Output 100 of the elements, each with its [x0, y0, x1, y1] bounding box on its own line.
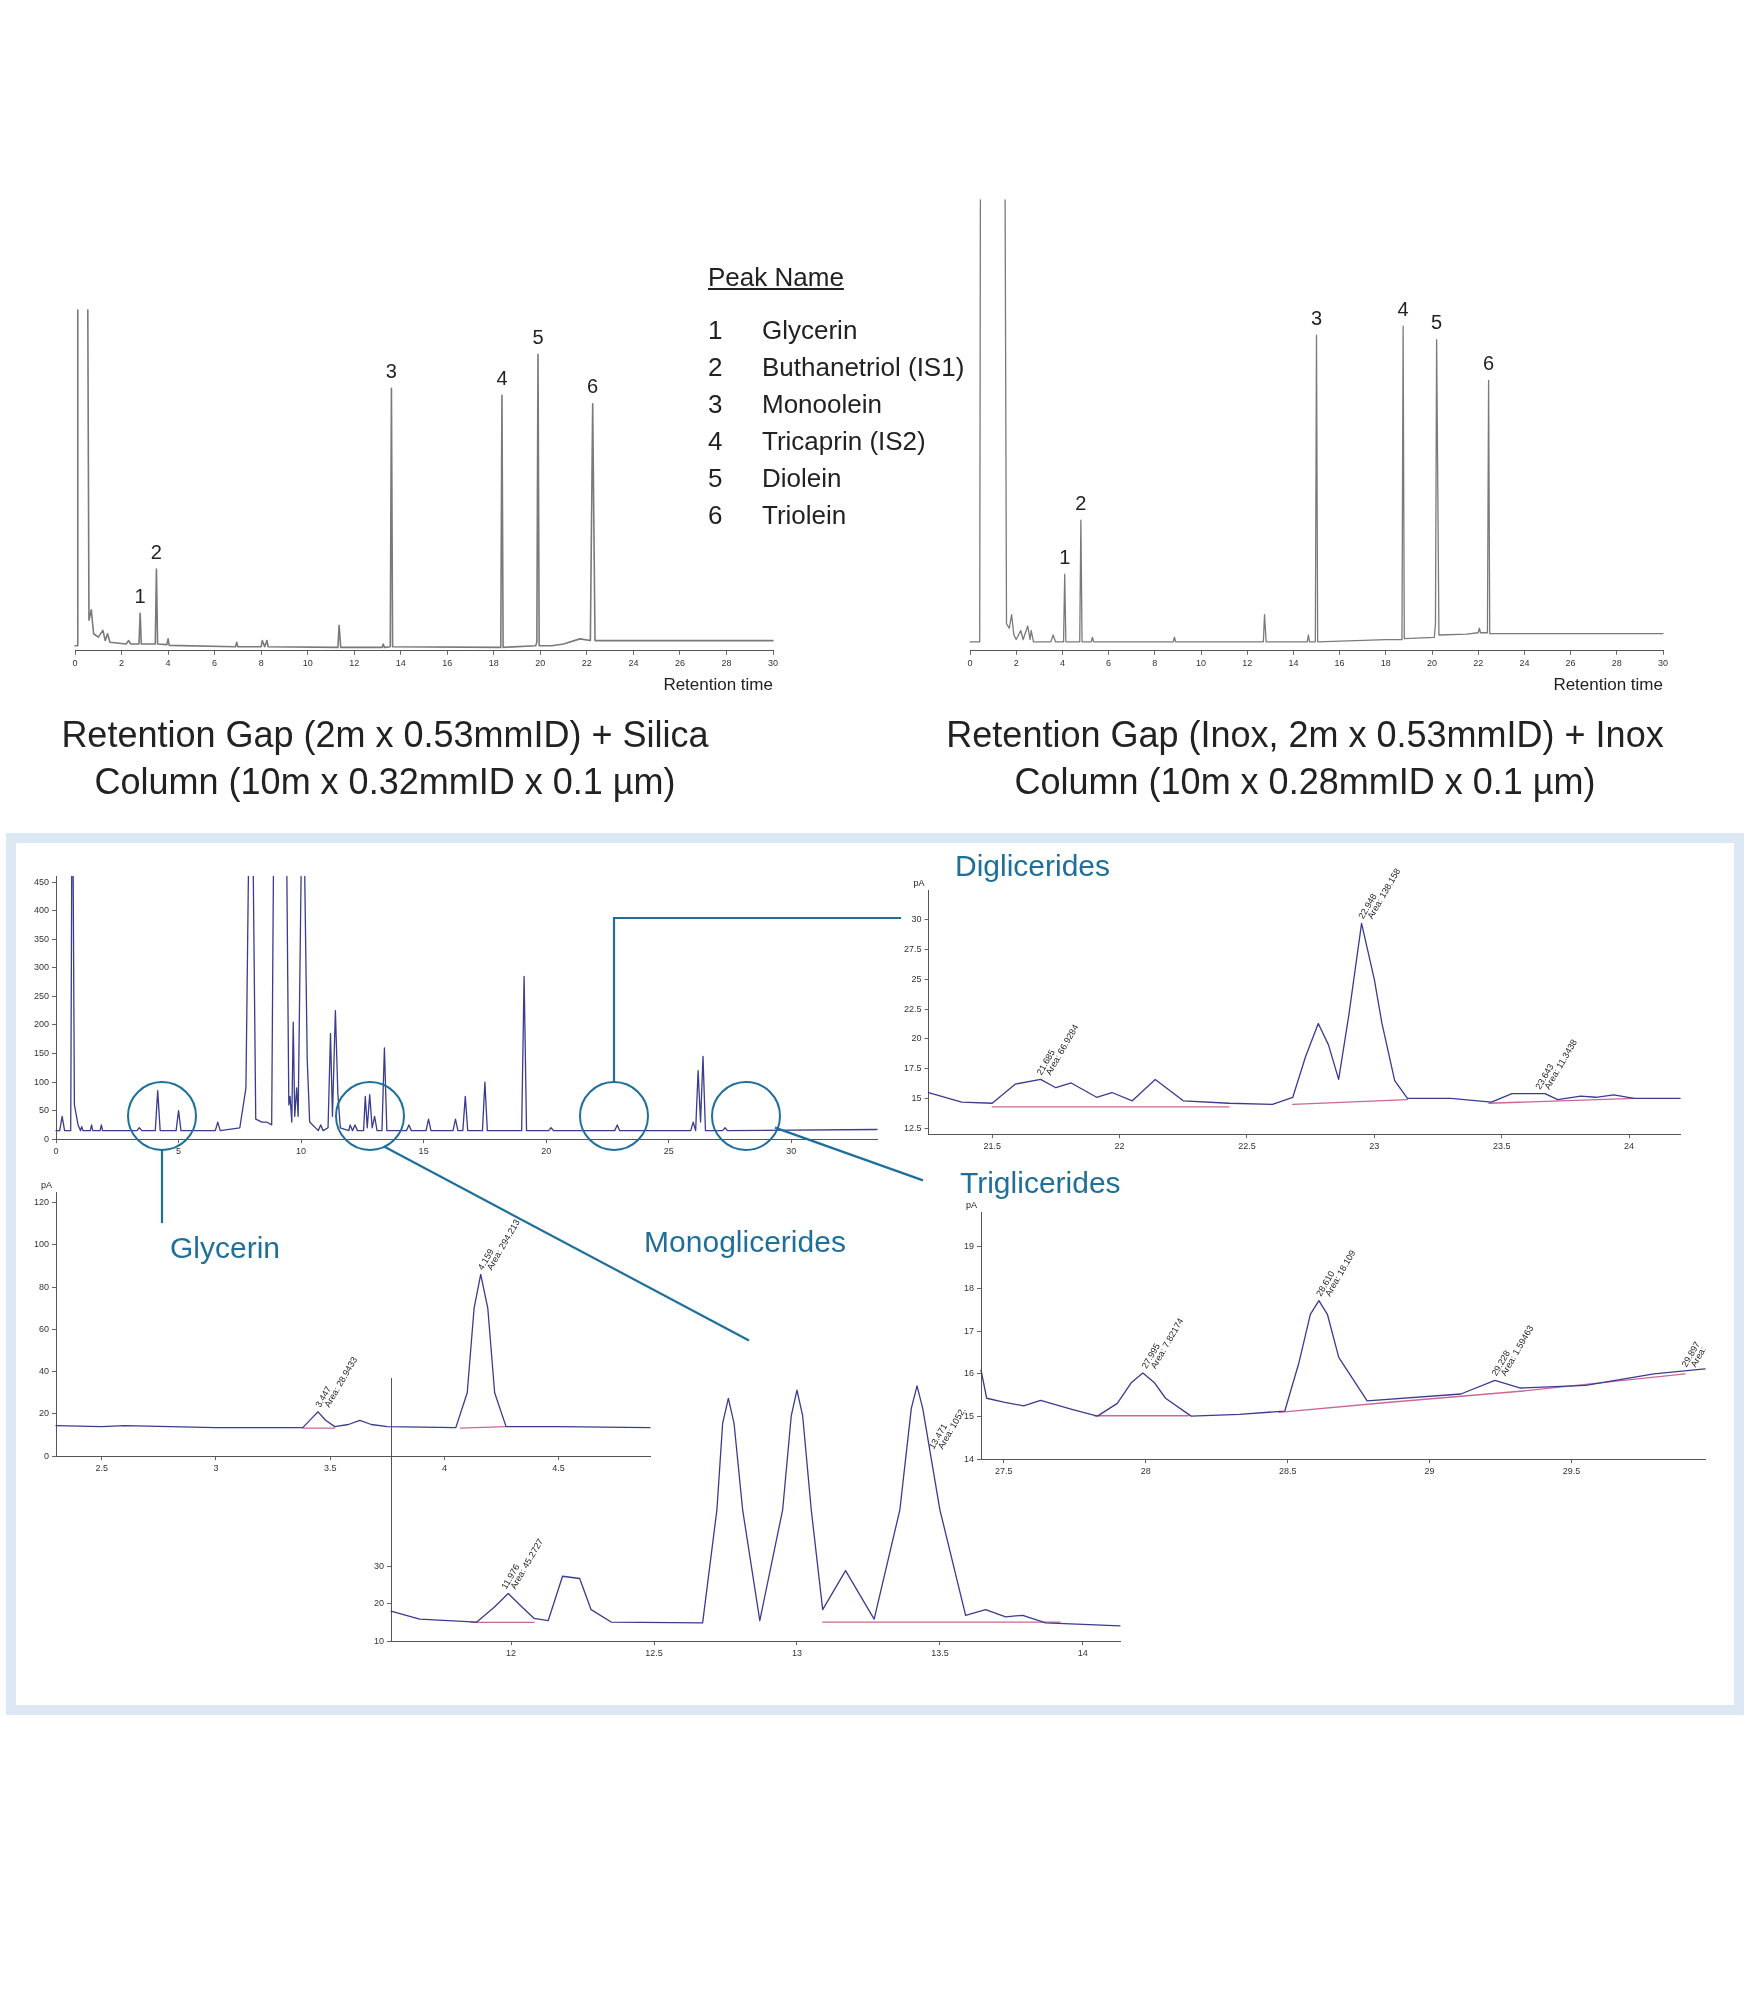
x-tick-label: 28 [1140, 1466, 1151, 1477]
y-tick-label: 400 [33, 905, 50, 916]
x-tick-label: 22.5 [1238, 1141, 1256, 1152]
x-tick-label: 25 [663, 1146, 674, 1157]
x-tick-label: 14 [1288, 657, 1299, 668]
x-tick-label: 8 [258, 657, 264, 668]
y-tick-label: 450 [33, 876, 50, 887]
x-tick-label: 12 [506, 1648, 517, 1659]
y-tick-label: 60 [39, 1323, 50, 1334]
x-tick-label: 23 [1369, 1141, 1380, 1152]
annotation: 2 [150, 540, 162, 563]
x-tick-label: 4 [165, 657, 171, 668]
x-tick-label: 10 [296, 1146, 307, 1157]
y-tick-label: 40 [39, 1366, 50, 1377]
x-tick-label: 27.5 [994, 1466, 1013, 1477]
x-tick-label: 0 [53, 1146, 59, 1157]
x-tick-label: 16 [1334, 657, 1345, 668]
x-tick-label: 28 [1611, 657, 1622, 668]
x-tick-label: 30 [1657, 657, 1669, 668]
y-tick-label: 14 [964, 1453, 975, 1464]
x-tick-label: 4.5 [552, 1463, 565, 1474]
x-tick-label: 30 [767, 657, 779, 668]
x-tick-label: 2.5 [95, 1463, 108, 1474]
y-tick-label: 200 [33, 1019, 50, 1030]
legend-title: Peak Name [708, 262, 845, 293]
x-tick-label: 20 [535, 657, 546, 668]
y-tick-label: 0 [44, 1450, 50, 1461]
x-tick-label: 20 [1426, 657, 1438, 668]
y-tick-label: 120 [33, 1197, 50, 1208]
annotation: 2 [1075, 491, 1087, 514]
y-tick-label: 250 [33, 990, 50, 1001]
annotation: 5 [1431, 311, 1443, 334]
x-tick-label: 0 [72, 657, 78, 668]
annotation: 4 [496, 366, 508, 389]
annotation: 5 [532, 325, 544, 348]
y-tick-label: 150 [33, 1047, 50, 1058]
y-tick-label: 17 [964, 1325, 975, 1336]
x-tick-label: 13 [791, 1648, 802, 1659]
annotation: 6 Triolein [708, 500, 848, 532]
x-tick-label: 2 [1013, 657, 1019, 668]
annotation: 2 Buthanetriol (IS1) [708, 352, 965, 384]
x-tick-label: 14 [395, 657, 406, 668]
x-axis-title: Retention time [663, 675, 773, 695]
annotation: 3 [385, 359, 397, 382]
annotation: 5 Diolein [708, 463, 843, 495]
x-tick-label: 24 [628, 657, 639, 668]
x-tick-label: 22 [1473, 657, 1484, 668]
x-tick-label: 10 [302, 657, 313, 668]
y-tick-label: 16 [964, 1368, 975, 1379]
y-tick-label: 10 [374, 1635, 385, 1646]
x-tick-label: 24 [1519, 657, 1530, 668]
y-tick-label: 30 [911, 914, 922, 925]
y-tick-label: 15 [911, 1092, 922, 1103]
x-tick-label: 15 [418, 1146, 429, 1157]
y-tick-label: 12.5 [903, 1122, 922, 1133]
y-tick-label: 27.5 [903, 944, 922, 955]
annotation: 4 [1397, 297, 1409, 320]
x-tick-label: 20 [541, 1146, 552, 1157]
y-tick-label: 25 [911, 973, 922, 984]
x-axis-title: Retention time [1553, 675, 1663, 695]
x-tick-label: 21.5 [983, 1141, 1001, 1152]
text: Retention Gap (2m x 0.53mmID) + Silica Column (10m x 0.32mmID x 0.1 µm) [60, 713, 710, 804]
x-tick-label: 30 [786, 1146, 797, 1157]
y-axis-title: pA [913, 877, 925, 888]
y-tick-label: 22.5 [903, 1003, 922, 1014]
y-axis-title: pA [41, 1179, 53, 1190]
text: Retention Gap (Inox, 2m x 0.53mmID) + Inox Column (10m x 0.28mmID x 0.1 µm) [945, 713, 1665, 804]
y-tick-label: 20 [911, 1033, 922, 1044]
x-tick-label: 6 [212, 657, 218, 668]
x-tick-label: 24 [1624, 1141, 1635, 1152]
x-tick-label: 28.5 [1278, 1466, 1297, 1477]
x-tick-label: 4 [1059, 657, 1065, 668]
x-tick-label: 29.5 [1562, 1466, 1581, 1477]
y-tick-label: 30 [374, 1560, 385, 1571]
annotation: 4 Tricaprin (IS2) [708, 426, 927, 458]
y-tick-label: 100 [33, 1239, 50, 1250]
x-tick-label: 28 [721, 657, 732, 668]
x-tick-label: 29 [1424, 1466, 1435, 1477]
x-tick-label: 14 [1077, 1648, 1088, 1659]
y-axis-title: pA [966, 1199, 978, 1210]
x-tick-label: 12.5 [645, 1648, 663, 1659]
y-tick-label: 15 [964, 1411, 975, 1422]
chart-title: Diglicerides [955, 848, 1112, 884]
y-tick-label: 350 [33, 933, 50, 944]
chart-title: Monoglicerides [643, 1224, 847, 1260]
x-tick-label: 22 [1114, 1141, 1125, 1152]
x-tick-label: 6 [1106, 657, 1112, 668]
x-tick-label: 4 [441, 1463, 447, 1474]
y-tick-label: 300 [33, 962, 50, 973]
y-tick-label: 80 [39, 1281, 50, 1292]
annotation: 1 [1059, 545, 1071, 568]
x-tick-label: 23.5 [1492, 1141, 1511, 1152]
x-tick-label: 22 [581, 657, 592, 668]
annotation: 3 [1310, 306, 1323, 329]
x-tick-label: 10 [1195, 657, 1207, 668]
y-tick-label: 17.5 [903, 1063, 922, 1074]
x-tick-label: 26 [674, 657, 685, 668]
x-tick-label: 13.5 [931, 1648, 949, 1659]
annotation: 6 [1483, 351, 1495, 374]
x-tick-label: 18 [1380, 657, 1391, 668]
